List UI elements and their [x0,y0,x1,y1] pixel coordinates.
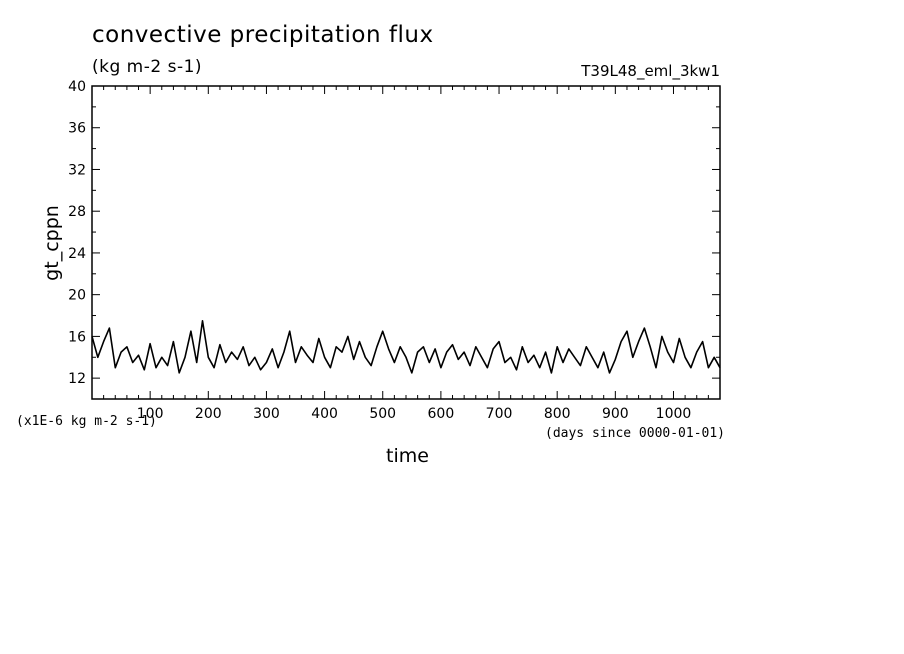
y-tick-label: 16 [68,329,86,345]
chart-subtitle: (kg m-2 s-1) [92,57,203,77]
x-tick-label: 800 [544,406,571,422]
x-units-label: (days since 0000-01-01) [545,426,726,441]
y-tick-label: 28 [68,204,86,220]
x-tick-label: 100 [137,406,164,422]
y-tick-label: 12 [68,371,86,387]
x-tick-label: 600 [428,406,455,422]
y-tick-label: 24 [68,246,86,262]
y-tick-label: 32 [68,162,86,178]
x-tick-label: 300 [253,406,280,422]
x-tick-label: 400 [311,406,338,422]
x-tick-label: 1000 [656,406,692,422]
y-scale-note: (x1E-6 kg m-2 s-1) [16,414,157,429]
y-tick-label: 36 [68,121,86,137]
x-tick-label: 700 [486,406,513,422]
chart-title: convective precipitation flux [92,22,434,48]
y-tick-label: 40 [68,79,86,95]
series-line [91,319,721,374]
x-tick-label: 200 [195,406,222,422]
x-tick-label: 500 [369,406,396,422]
run-label: T39L48_eml_3kw1 [581,62,720,80]
x-tick-label: 900 [602,406,629,422]
y-tick-label: 20 [68,288,86,304]
x-axis-label: time [386,445,429,467]
